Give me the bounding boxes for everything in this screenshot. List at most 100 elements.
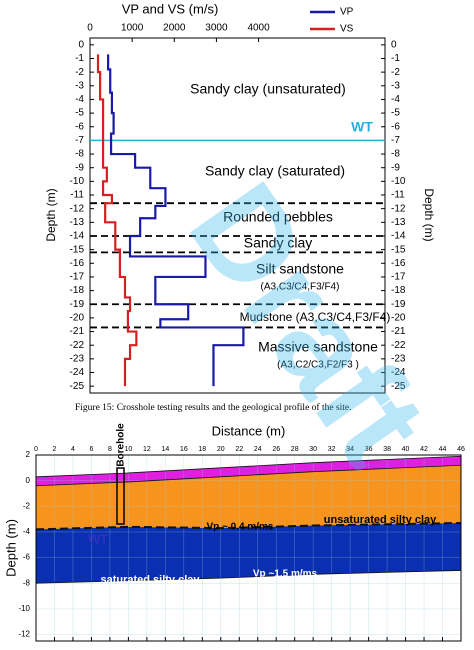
layer-label: Rounded pebbles <box>223 209 333 225</box>
x-tick-label: 30 <box>309 446 317 453</box>
x-tick-label: 14 <box>161 446 169 453</box>
x-tick-label: 6 <box>89 446 93 453</box>
y-tick-label: 0 <box>26 476 31 485</box>
y-tick-label: -13 <box>70 217 85 228</box>
y-tick-label-right: -10 <box>391 176 406 187</box>
y-tick-label: -8 <box>75 149 84 160</box>
y-axis-label-right: Depth (m) <box>422 188 436 241</box>
y-tick-label: -12 <box>18 630 30 639</box>
section-label: WT <box>88 531 108 546</box>
y-tick-label-right: -2 <box>391 67 400 78</box>
y-axis-label: Depth (m) <box>3 519 18 577</box>
y-tick-label-right: -13 <box>391 217 406 228</box>
y-tick-label-right: -21 <box>391 326 406 337</box>
section-label: Vp ~1.5 m/ms <box>253 569 318 580</box>
x-tick-label: 42 <box>420 446 428 453</box>
y-tick-label: 0 <box>78 39 84 50</box>
x-tick-label: 2000 <box>163 23 186 34</box>
watermark: Draft <box>162 158 456 490</box>
y-tick-label: -17 <box>70 272 85 283</box>
layer-label: Silt sandstone <box>256 261 344 277</box>
y-tick-label: -14 <box>70 231 85 242</box>
plot-frame <box>89 37 386 394</box>
layer-label: Sandy clay (unsaturated) <box>190 81 346 97</box>
y-tick-label: -10 <box>18 604 30 613</box>
chart-title: VP and VS (m/s) <box>122 1 219 16</box>
section-label: unsaturated silty clay <box>324 514 437 526</box>
y-tick-label-right: -19 <box>391 299 406 310</box>
layer-label: (A3,C3/C4,F3/F4) <box>261 282 340 293</box>
y-tick-label: -2 <box>23 501 31 510</box>
y-tick-label: -1 <box>75 53 84 64</box>
y-tick-label: -8 <box>23 578 31 587</box>
y-tick-label-right: -3 <box>391 80 400 91</box>
y-tick-label-right: -11 <box>391 190 405 201</box>
layer-label: WT <box>351 119 373 135</box>
y-tick-label: -6 <box>23 553 31 562</box>
y-tick-label: -5 <box>75 108 84 119</box>
y-tick-label-right: -8 <box>391 149 400 160</box>
y-tick-label-right: -6 <box>391 121 400 132</box>
layer-label: Sandy clay (saturated) <box>205 163 345 179</box>
y-tick-label: -22 <box>70 340 85 351</box>
layer-fill <box>36 456 461 486</box>
y-tick-label: -3 <box>75 80 84 91</box>
x-tick-label: 12 <box>143 446 151 453</box>
y-tick-label: -25 <box>70 381 85 392</box>
y-tick-label: -16 <box>70 258 85 269</box>
plot-frame <box>35 454 462 642</box>
x-tick-label: 0 <box>34 446 38 453</box>
x-tick-label: 16 <box>180 446 188 453</box>
boundary-line <box>35 570 462 584</box>
x-tick-label: 24 <box>254 446 262 453</box>
boundary-line <box>35 521 462 531</box>
x-tick-label: 8 <box>108 446 112 453</box>
x-tick-label: 4 <box>71 446 75 453</box>
legend-label: VS <box>340 24 354 35</box>
x-tick-label: 38 <box>383 446 391 453</box>
caption: Figure 15: Crosshole testing results and… <box>75 402 352 413</box>
profile-line <box>96 54 138 387</box>
x-tick-label: 10 <box>124 446 132 453</box>
y-tick-label: -18 <box>70 285 85 296</box>
y-tick-label: -19 <box>70 299 85 310</box>
y-tick-label: -12 <box>70 203 85 214</box>
y-tick-label-right: -9 <box>391 162 400 173</box>
x-tick-label: 34 <box>346 446 354 453</box>
y-tick-label: -21 <box>70 326 85 337</box>
y-tick-label: -20 <box>70 313 85 324</box>
y-tick-label-right: -7 <box>391 135 400 146</box>
layer-label: Mudstone (A3,C3/C4,F3/F4) <box>240 310 391 324</box>
y-tick-label-right: -1 <box>391 53 400 64</box>
y-tick-label-right: -17 <box>391 272 406 283</box>
layer-label: Sandy clay <box>244 235 312 251</box>
x-tick-label: 3000 <box>205 23 228 34</box>
y-tick-label-right: -22 <box>391 340 406 351</box>
y-tick-label-right: -15 <box>391 244 406 255</box>
y-tick-label: -10 <box>70 176 85 187</box>
borehole <box>116 467 125 525</box>
x-tick-label: 2 <box>53 446 57 453</box>
y-tick-label: -23 <box>70 354 85 365</box>
y-tick-label: -6 <box>75 121 84 132</box>
y-tick-label-right: -14 <box>391 231 406 242</box>
y-tick-label-right: -18 <box>391 285 406 296</box>
x-tick-label: 28 <box>291 446 299 453</box>
x-tick-label: 44 <box>439 446 447 453</box>
y-axis-label: Depth (m) <box>44 188 58 241</box>
profile-line <box>107 54 245 387</box>
x-tick-label: 46 <box>457 446 465 453</box>
y-tick-label-right: 0 <box>391 39 397 50</box>
x-tick-label: 22 <box>235 446 243 453</box>
y-tick-label: -15 <box>70 244 85 255</box>
y-tick-label-right: -23 <box>391 354 406 365</box>
layer-fill <box>36 522 461 584</box>
x-axis-label: Distance (m) <box>212 423 286 438</box>
y-tick-label-right: -25 <box>391 381 406 392</box>
y-tick-label-right: -12 <box>391 203 406 214</box>
layer-label: (A3,C2/C3,F2/F3 ) <box>277 360 359 371</box>
y-tick-label-right: -4 <box>391 94 400 105</box>
boundary-line <box>35 464 462 487</box>
legend-label: VP <box>340 7 354 18</box>
x-tick-label: 26 <box>272 446 280 453</box>
